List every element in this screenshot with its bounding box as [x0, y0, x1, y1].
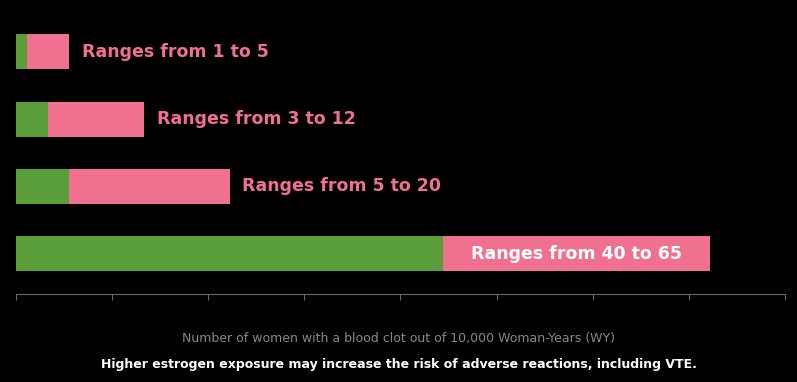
Bar — [69, 169, 230, 204]
Text: Ranges from 40 to 65: Ranges from 40 to 65 — [471, 245, 682, 263]
Bar — [16, 169, 69, 204]
Bar — [16, 236, 443, 271]
Bar — [16, 102, 48, 137]
Text: Ranges from 3 to 12: Ranges from 3 to 12 — [157, 110, 355, 128]
Bar — [443, 236, 710, 271]
Text: Number of women with a blood clot out of 10,000 Woman-Years (WY): Number of women with a blood clot out of… — [182, 332, 615, 345]
Text: Ranges from 5 to 20: Ranges from 5 to 20 — [242, 178, 442, 196]
Bar — [48, 102, 144, 137]
Bar — [26, 34, 69, 70]
Text: Ranges from 1 to 5: Ranges from 1 to 5 — [82, 43, 269, 61]
Text: Higher estrogen exposure may increase the risk of adverse reactions, including V: Higher estrogen exposure may increase th… — [100, 358, 697, 371]
Bar — [16, 34, 26, 70]
